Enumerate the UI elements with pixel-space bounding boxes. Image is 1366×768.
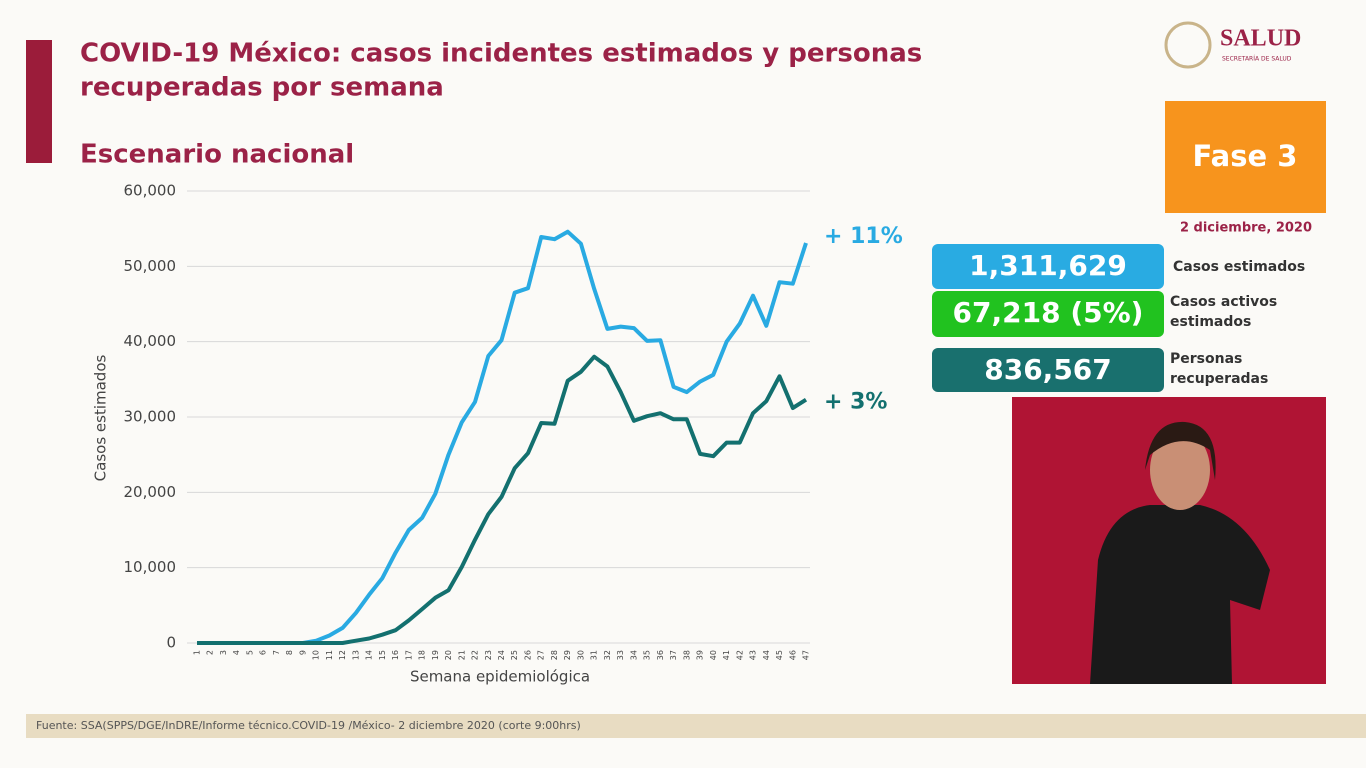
x-tick-label: 4 [232, 650, 241, 655]
y-tick-label: 10,000 [124, 558, 177, 576]
x-tick-label: 2 [206, 650, 215, 655]
x-tick-label: 29 [563, 650, 572, 660]
interpreter-body [1090, 505, 1270, 684]
x-tick-label: 38 [682, 650, 691, 660]
x-tick-label: 12 [338, 650, 347, 660]
interpreter-face [1150, 430, 1210, 510]
x-tick-label: 39 [696, 650, 705, 660]
interpreter-hair [1145, 421, 1216, 480]
phase: Fase 3 [1193, 139, 1298, 173]
x-tick-label: 21 [457, 650, 466, 660]
subtitle: Escenario nacional [80, 140, 354, 170]
y-tick-label: 60,000 [124, 182, 177, 200]
footer-source: Fuente: SSA(SPPS/DGE/InDRE/Informe técni… [36, 719, 581, 732]
y-tick-label: 0 [166, 634, 176, 652]
x-tick-label: 35 [643, 650, 652, 660]
x-tick-label: 41 [722, 650, 731, 660]
x-tick-label: 44 [762, 650, 771, 660]
date: 2 diciembre, 2020 [1180, 221, 1312, 236]
x-tick-label: 18 [418, 650, 427, 660]
stat-label: Personas recuperadas [1170, 351, 1269, 387]
x-tick-label: 8 [285, 650, 294, 655]
title: COVID-19 México: casos incidentes estima… [80, 39, 922, 69]
x-tick-label: 23 [484, 650, 493, 660]
x-tick-label: 6 [259, 650, 268, 655]
x-tick-label: 22 [471, 650, 480, 660]
x-tick-label: 37 [669, 650, 678, 660]
stat-box [932, 244, 1164, 289]
x-tick-label: 17 [404, 650, 413, 660]
title: recuperadas por semana [80, 73, 444, 103]
x-tick-label: 24 [497, 650, 506, 660]
x-tick-label: 7 [272, 650, 281, 655]
stat-label-wrap: Personas recuperadas [1170, 351, 1269, 387]
x-tick-label: 1 [193, 650, 202, 655]
logo-text: SALUD [1220, 26, 1301, 52]
y-tick-label: 30,000 [124, 408, 177, 426]
annotation: + 3% [824, 390, 887, 415]
x-tick-label: 28 [550, 650, 559, 660]
x-tick-label: 19 [431, 650, 440, 660]
footer-bar [26, 714, 1366, 738]
stat-label: Casos estimados [1173, 259, 1305, 275]
x-tick-label: 14 [365, 650, 374, 660]
logo-subtext: SECRETARÍA DE SALUD [1222, 56, 1292, 63]
logo-emblem [1164, 21, 1212, 69]
accent-bar [26, 40, 52, 163]
x-tick-label: 47 [802, 650, 811, 660]
x-tick-label: 16 [391, 650, 400, 660]
x-tick-label: 40 [709, 650, 718, 660]
y-tick-label: 40,000 [124, 332, 177, 350]
x-tick-label: 11 [325, 650, 334, 660]
y-tick-label: 50,000 [124, 257, 177, 275]
stat-label-wrap: Casos activos estimados [1170, 294, 1278, 330]
x-tick-label: 46 [788, 650, 797, 660]
stat-value: 67,218 (5%) [953, 296, 1144, 329]
phase-box [1165, 101, 1326, 213]
x-tick-label: 15 [378, 650, 387, 660]
x-tick-label: 42 [735, 650, 744, 660]
x-tick-label: 30 [576, 650, 585, 660]
x-tick-label: 34 [629, 650, 638, 660]
x-tick-label: 3 [219, 650, 228, 655]
x-tick-label: 9 [298, 650, 307, 655]
x-tick-label: 31 [590, 650, 599, 660]
x-tick-label: 36 [656, 650, 665, 660]
stat-label: Casos activos estimados [1170, 294, 1278, 330]
x-tick-label: 20 [444, 650, 453, 660]
x-tick-label: 43 [749, 650, 758, 660]
y-axis-label: Casos estimados [92, 354, 110, 481]
x-tick-label: 27 [537, 650, 546, 660]
x-tick-label: 45 [775, 650, 784, 660]
x-tick-label: 13 [351, 650, 360, 660]
x-tick-label: 5 [245, 650, 254, 655]
y-tick-label: 20,000 [124, 483, 177, 501]
stat-value: 836,567 [984, 353, 1112, 386]
x-tick-label: 26 [523, 650, 532, 660]
x-tick-label: 25 [510, 650, 519, 660]
x-tick-label: 32 [603, 650, 612, 660]
annotation: + 11% [824, 224, 903, 249]
x-axis-label: Semana epidemiológica [410, 668, 590, 686]
x-tick-label: 33 [616, 650, 625, 660]
stat-box [932, 348, 1164, 392]
stat-box [932, 291, 1164, 337]
x-tick-label: 10 [312, 650, 321, 660]
stat-value: 1,311,629 [969, 249, 1127, 282]
series-line [197, 354, 808, 645]
